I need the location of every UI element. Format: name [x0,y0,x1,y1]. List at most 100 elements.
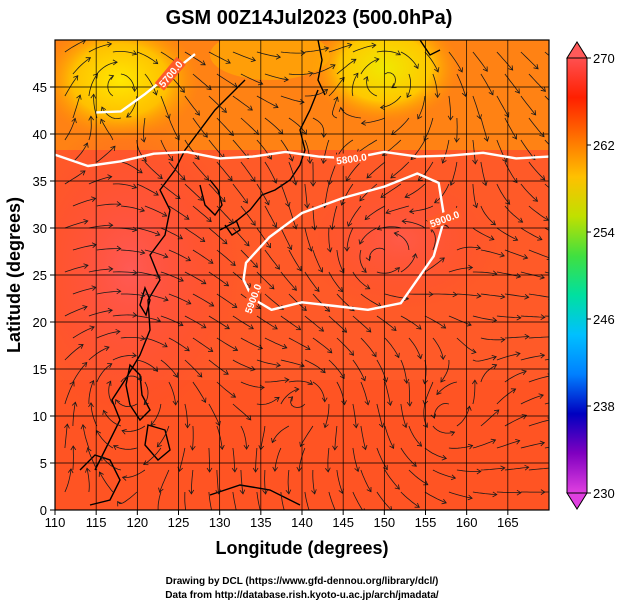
streamline [184,139,200,160]
streamline [216,337,238,351]
streamline [192,249,214,264]
streamline [208,271,229,287]
streamline-arrow [341,327,348,333]
streamline-arrow [510,388,517,394]
streamline-arrow [516,314,522,321]
streamline-arrow [80,170,86,176]
streamline [72,402,76,427]
streamline-arrow [155,511,160,516]
streamline-arrow [476,468,482,475]
streamline [168,117,180,140]
streamline [331,96,338,119]
streamline [117,491,138,505]
streamline [456,293,481,297]
streamline [88,116,92,141]
streamline [359,227,378,245]
streamline-arrow [475,244,482,251]
streamline-arrow [364,284,371,290]
streamline-arrow [285,489,292,495]
streamline-arrow [100,106,107,112]
streamline-arrow [539,352,546,359]
streamline [232,51,256,61]
streamline-arrow [102,409,108,416]
streamline [88,224,113,229]
streamline [144,293,169,301]
streamline-arrow [132,312,138,318]
streamline-arrow [499,252,505,258]
streamline-arrow [304,203,310,209]
streamline [288,380,313,385]
streamline [304,89,328,97]
streamline [347,205,362,227]
streamline [360,293,382,308]
streamline [448,315,472,326]
streamline-arrow [295,325,302,331]
streamline-arrow [152,366,159,372]
streamline [256,315,278,330]
streamline [143,447,162,465]
streamline [112,271,137,274]
streamline [232,95,253,111]
streamline-arrow [540,314,546,320]
streamline [504,249,528,259]
streamline [264,161,277,184]
streamline-arrow [194,110,200,116]
streamline-arrow [327,348,333,354]
streamline [64,118,76,141]
streamline [208,447,210,473]
streamline-arrow [246,415,252,421]
streamline-arrow [422,379,429,385]
streamline-arrow [136,375,142,382]
streamline [264,73,289,81]
streamline [256,183,270,205]
streamline [520,394,544,405]
streamline-arrow [92,73,98,79]
streamline-arrow [206,216,212,223]
streamline-arrow [434,67,440,73]
colorbar-tick-label: 262 [593,138,615,153]
streamline [472,315,497,321]
streamline-arrow [69,381,75,387]
streamline-arrow [106,380,112,386]
colorbar-tick-label: 254 [593,225,615,240]
streamline-arrow [512,235,519,241]
streamline [192,337,213,352]
streamline [328,491,336,510]
streamline [360,58,380,75]
streamline-arrow [320,368,326,374]
streamline-arrow [121,475,128,481]
streamline [432,73,438,98]
contour-label-bg [241,280,265,317]
streamline-arrow [562,235,567,240]
streamline [424,257,445,273]
streamline [352,315,372,333]
streamline-arrow [86,447,92,453]
warm-region-west [55,120,240,420]
streamline [260,425,266,450]
streamline [504,117,517,140]
streamline [208,403,220,426]
streamline [336,58,357,75]
streamline-arrow [82,361,88,368]
streamline [87,447,98,471]
streamline [88,268,113,273]
streamline [240,117,259,135]
streamline-arrow [250,365,256,372]
streamline-arrow [559,63,564,68]
streamline-arrow [394,484,400,490]
streamline [156,425,170,448]
streamline-arrow [524,293,530,300]
streamline-arrow [89,380,95,386]
streamline [433,402,449,419]
streamline [384,425,394,449]
streamline [184,51,206,66]
streamline-arrow [131,183,138,189]
streamline [192,381,206,403]
streamline [136,227,160,236]
streamline [168,337,190,352]
streamline [409,205,434,213]
credit-dcl: Drawing by DCL (https://www.gfd-dennou.o… [166,576,439,587]
streamline-arrow [85,57,92,63]
streamline [255,447,258,472]
streamline [240,73,263,85]
